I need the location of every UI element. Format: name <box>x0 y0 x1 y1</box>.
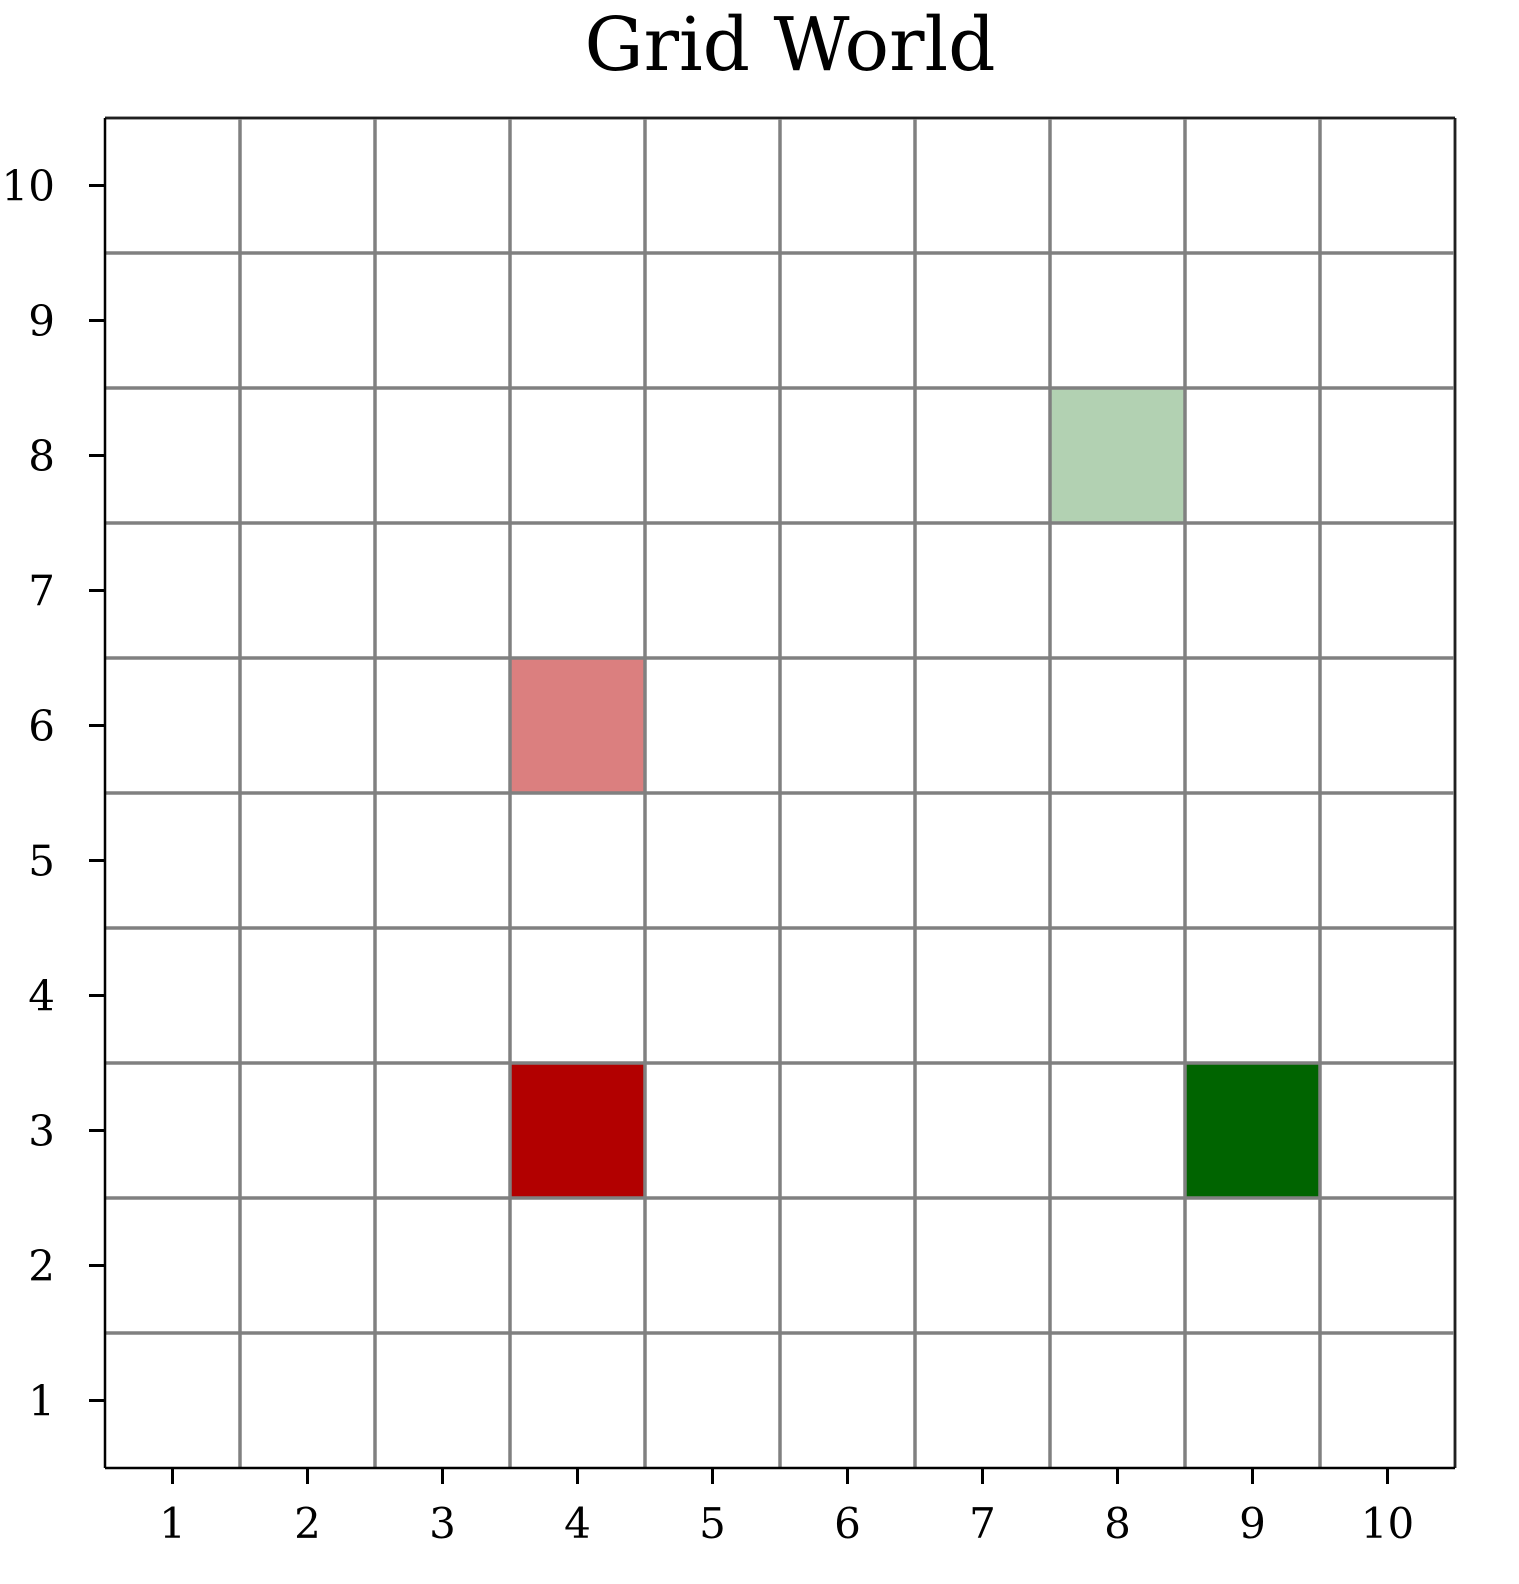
tick-labels: 1 2 3 4 5 6 7 8 9 10 1 2 3 4 5 6 7 8 9 10 <box>2 162 1415 1549</box>
x-tick-label-8: 8 <box>1104 1499 1131 1548</box>
x-tick-label-4: 4 <box>564 1499 591 1548</box>
grid-lines <box>105 116 1457 1468</box>
x-tick-label-7: 7 <box>969 1499 996 1548</box>
axes <box>103 117 1456 1470</box>
grid-cell-4-6 <box>510 658 645 793</box>
y-tick-label-3: 3 <box>28 1107 55 1156</box>
x-tick-label-1: 1 <box>159 1499 186 1548</box>
grid-cell-4-3 <box>510 1063 645 1198</box>
x-tick-label-2: 2 <box>294 1499 321 1548</box>
x-tick-label-6: 6 <box>834 1499 861 1548</box>
y-tick-label-7: 7 <box>28 567 55 616</box>
y-tick-label-9: 9 <box>28 297 55 346</box>
y-tick-label-10: 10 <box>2 162 55 211</box>
x-tick-label-5: 5 <box>699 1499 726 1548</box>
x-tick-label-10: 10 <box>1361 1499 1414 1548</box>
x-tick-label-9: 9 <box>1239 1499 1266 1548</box>
grid-cell-8-8 <box>1050 388 1185 523</box>
y-tick-label-1: 1 <box>28 1377 55 1426</box>
cells-layer <box>510 388 1320 1198</box>
y-tick-label-8: 8 <box>28 432 55 481</box>
y-tick-label-4: 4 <box>28 972 55 1021</box>
x-tick-label-3: 3 <box>429 1499 456 1548</box>
tick-marks <box>89 184 1389 1484</box>
chart-title: Grid World <box>584 2 995 88</box>
grid-cell-9-3 <box>1185 1063 1320 1198</box>
y-tick-label-6: 6 <box>28 702 55 751</box>
y-tick-label-2: 2 <box>28 1242 55 1291</box>
y-tick-label-5: 5 <box>28 837 55 886</box>
